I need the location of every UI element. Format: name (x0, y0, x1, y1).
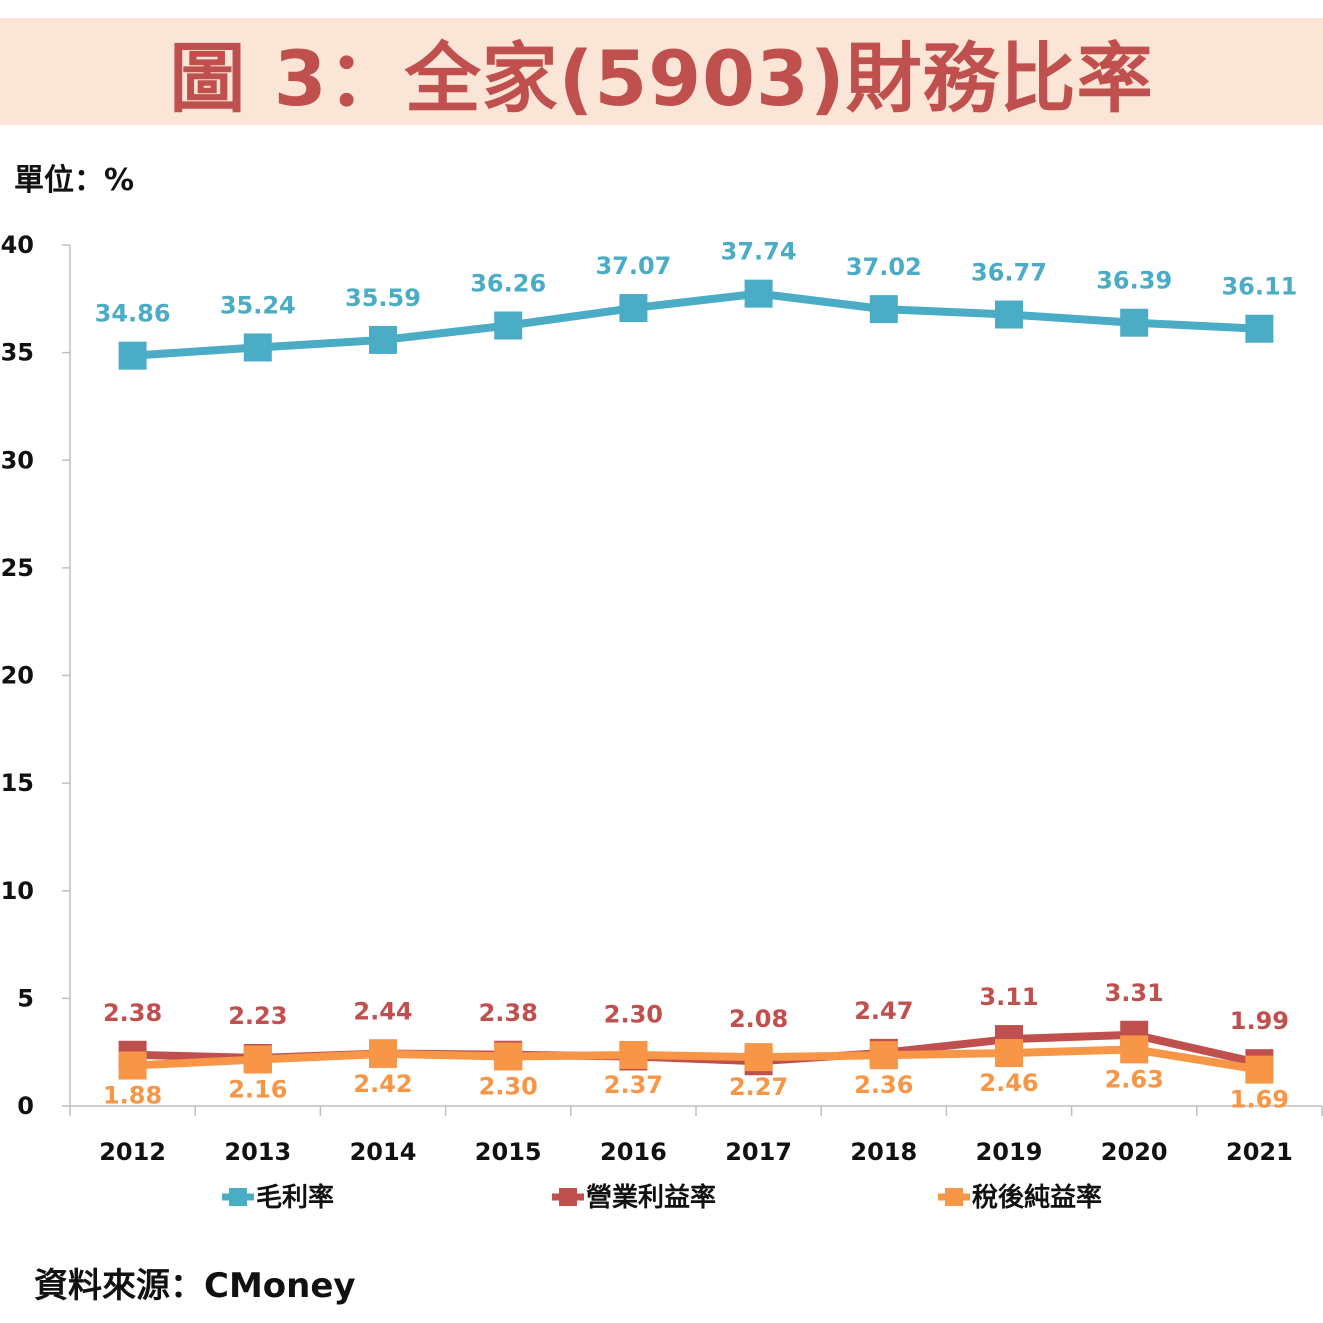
data-marker (118, 1051, 147, 1080)
y-tick-label: 35 (1, 339, 34, 367)
x-tick-label: 2021 (1226, 1138, 1293, 1166)
y-tick-label: 15 (1, 769, 34, 797)
data-label: 2.30 (479, 1072, 538, 1100)
x-tick-label: 2019 (976, 1138, 1043, 1166)
unit-label: 單位：% (14, 163, 135, 198)
series-line-0 (132, 289, 1260, 360)
data-label: 2.44 (353, 997, 412, 1025)
data-label: 2.63 (1105, 1065, 1164, 1093)
data-marker (869, 1041, 898, 1070)
data-label: 37.07 (595, 252, 671, 280)
y-tick-label: 5 (17, 984, 34, 1012)
data-marker (744, 1043, 773, 1072)
data-label: 37.74 (721, 238, 797, 266)
data-label: 2.47 (854, 997, 913, 1025)
data-marker (619, 1040, 648, 1069)
data-label: 1.99 (1230, 1007, 1289, 1035)
source-label: 資料來源：CMoney (34, 1266, 356, 1306)
y-tick-label: 10 (1, 877, 34, 905)
data-label: 2.30 (604, 1000, 663, 1028)
data-marker (995, 1039, 1023, 1068)
data-label: 36.11 (1221, 273, 1297, 301)
x-tick-label: 2020 (1101, 1138, 1168, 1166)
data-label: 2.27 (729, 1073, 788, 1101)
data-label: 2.08 (729, 1005, 788, 1033)
x-tick-label: 2014 (350, 1138, 417, 1166)
data-marker (369, 1039, 397, 1068)
data-label: 3.31 (1105, 979, 1164, 1007)
legend-label: 營業利益率 (586, 1182, 716, 1213)
data-label: 3.11 (979, 983, 1038, 1011)
data-marker (995, 300, 1023, 329)
data-marker (243, 1045, 272, 1074)
y-tick-label: 0 (17, 1092, 34, 1120)
data-label: 36.77 (971, 259, 1047, 287)
x-tick-label: 2012 (99, 1138, 166, 1166)
legend-swatch-marker (229, 1188, 247, 1206)
x-tick-label: 2013 (224, 1138, 291, 1166)
data-marker (744, 279, 773, 308)
legend-swatch-marker (559, 1188, 577, 1206)
data-label: 35.24 (220, 291, 296, 319)
y-tick-label: 20 (1, 662, 34, 690)
data-label: 36.39 (1096, 267, 1172, 295)
legend-swatch-marker (945, 1188, 963, 1206)
data-marker (494, 311, 523, 340)
data-marker (1120, 308, 1149, 337)
data-label: 36.26 (470, 270, 546, 298)
data-marker (118, 341, 147, 370)
data-marker (1120, 1035, 1149, 1064)
data-label: 1.69 (1230, 1086, 1289, 1114)
data-label: 35.59 (345, 284, 421, 312)
data-label: 2.38 (479, 999, 538, 1027)
data-marker (1245, 314, 1274, 343)
y-tick-label: 40 (1, 231, 34, 259)
title-band: 圖 3：全家(5903)財務比率 (0, 18, 1323, 125)
data-label: 34.86 (95, 300, 171, 328)
data-marker (369, 325, 397, 354)
data-label: 2.16 (228, 1076, 287, 1104)
x-tick-label: 2015 (475, 1138, 542, 1166)
series-line-2 (132, 1045, 1261, 1074)
data-marker (494, 1042, 523, 1071)
data-marker (619, 294, 648, 323)
data-label: 2.46 (979, 1069, 1038, 1097)
y-tick-label: 30 (1, 446, 34, 474)
x-tick-label: 2016 (600, 1138, 667, 1166)
x-tick-label: 2018 (850, 1138, 917, 1166)
data-label: 1.88 (103, 1082, 162, 1110)
data-label: 2.37 (604, 1071, 663, 1099)
x-tick-label: 2017 (725, 1138, 792, 1166)
data-marker (1245, 1055, 1274, 1084)
data-label: 2.36 (854, 1071, 913, 1099)
data-label: 2.42 (353, 1070, 412, 1098)
chart-title: 圖 3：全家(5903)財務比率 (169, 33, 1154, 123)
data-marker (869, 295, 898, 324)
data-label: 2.38 (103, 999, 162, 1027)
legend-label: 稅後純益率 (972, 1182, 1102, 1213)
y-tick-label: 25 (1, 554, 34, 582)
data-label: 37.02 (846, 253, 922, 281)
data-marker (243, 333, 272, 362)
data-label: 2.23 (228, 1002, 287, 1030)
legend-label: 毛利率 (256, 1182, 334, 1213)
